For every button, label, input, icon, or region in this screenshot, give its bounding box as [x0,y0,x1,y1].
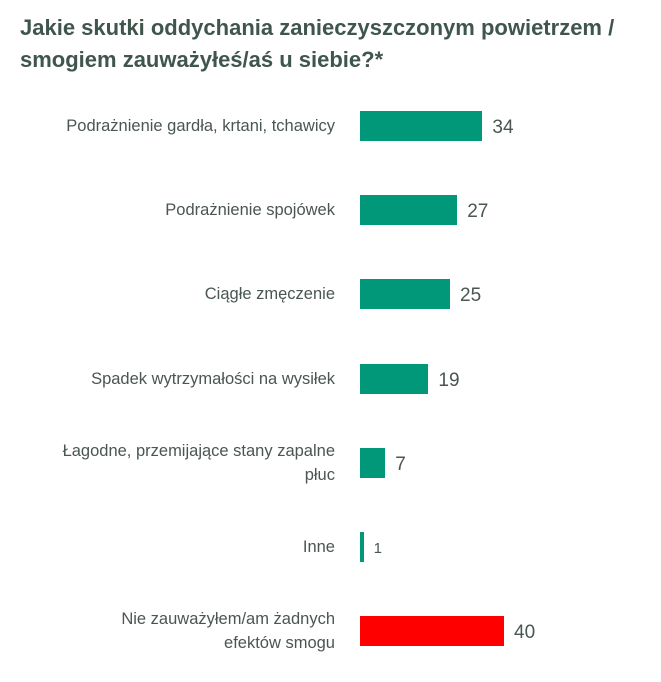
chart-title: Jakie skutki oddychania zanieczyszczonym… [20,15,615,72]
data-label: 19 [438,369,460,391]
bar [360,447,386,478]
category-label: Podrażnienie spojówek [165,201,335,220]
bar [360,363,429,394]
data-label: 27 [467,201,489,223]
category-label: Spadek wytrzymałości na wysiłek [91,369,335,388]
data-label: 34 [492,117,514,139]
bar [360,616,504,647]
category-label: Inne [302,538,335,556]
data-label: 25 [460,285,482,307]
bar [360,532,364,562]
data-label: 7 [395,453,406,475]
category-label: Ciągłe zmęczenie [204,285,335,304]
category-label: Łagodne, przemijające stany zapalne płuc [62,441,335,484]
data-label: 40 [514,622,536,644]
category-label: Podrażnienie gardła, krtani, tchawicy [66,117,335,135]
data-label: 1 [373,540,382,558]
category-label: Nie zauważyłem/am żadnych efektów smogu [121,610,335,653]
bar [360,195,458,226]
bar [360,279,450,310]
bar [360,111,483,141]
